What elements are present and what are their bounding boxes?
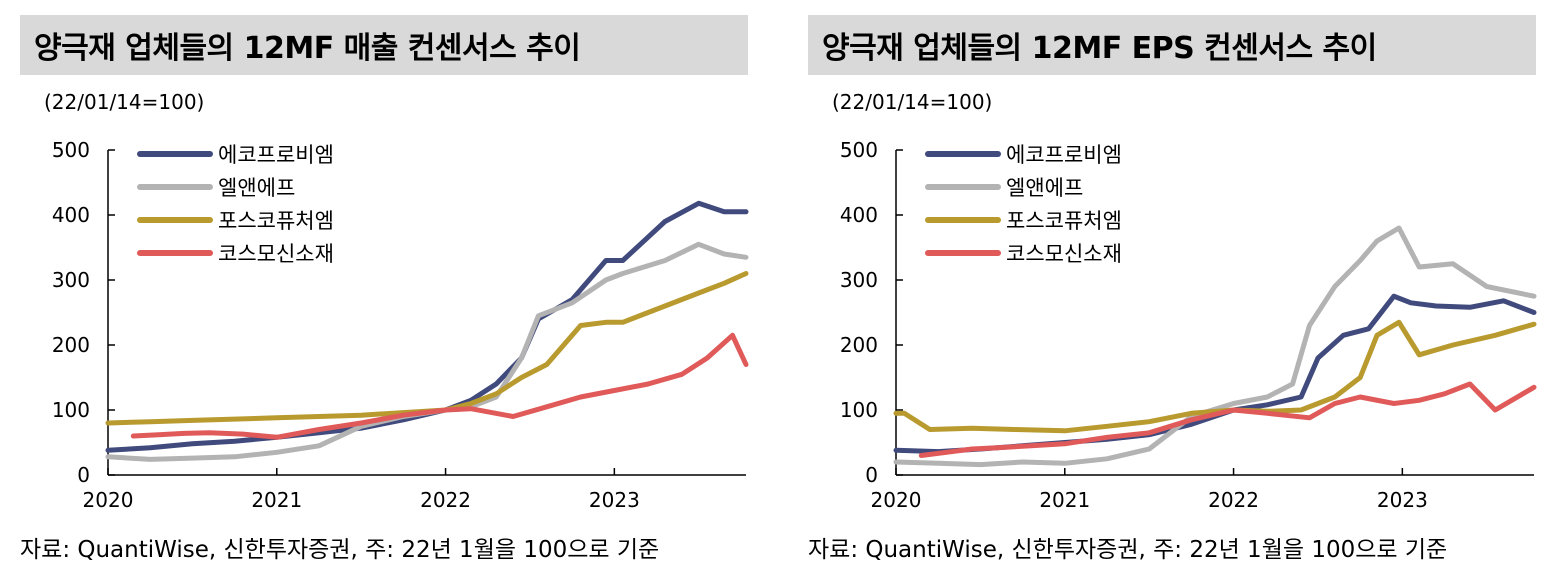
- unit-label: (22/01/14=100): [44, 90, 205, 114]
- y-tick-label: 100: [840, 398, 878, 422]
- legend-label-ln: 엘앤에프: [218, 176, 295, 200]
- legend-label-ln: 엘앤에프: [1006, 176, 1083, 200]
- y-tick-label: 0: [77, 463, 90, 487]
- source-note: 자료: QuantiWise, 신한투자증권, 주: 22년 1월을 100으로…: [20, 537, 660, 563]
- chart-title: 양극재 업체들의 12MF 매출 컨센서스 추이: [34, 31, 581, 66]
- y-tick-label: 300: [840, 268, 878, 292]
- x-tick-label: 2022: [1208, 488, 1259, 512]
- line-chart-sales: 0 100 200 300 400 500 2020 2021 2022 2023 에코프로비엠엘앤…: [52, 138, 749, 512]
- legend-label-cosmo: 코스모신소재: [218, 242, 334, 266]
- x-tick-label: 2021: [1039, 488, 1090, 512]
- series-line-cosmo: [130, 332, 749, 440]
- y-tick-label: 200: [840, 333, 878, 357]
- series-line-cosmo: [918, 381, 1537, 458]
- chart-panel-sales: 양극재 업체들의 12MF 매출 컨센서스 추이 (22/01/14=100) …: [20, 0, 750, 576]
- x-tick-label: 2020: [83, 488, 134, 512]
- legend-label-ecopro: 에코프로비엠: [1006, 143, 1122, 167]
- y-tick-label: 0: [865, 463, 878, 487]
- source-note: 자료: QuantiWise, 신한투자증권, 주: 22년 1월을 100으로…: [808, 537, 1448, 563]
- x-tick-label: 2023: [1377, 488, 1428, 512]
- x-tick-label: 2020: [871, 488, 922, 512]
- legend-label-cosmo: 코스모신소재: [1006, 242, 1122, 266]
- x-tick-label: 2022: [420, 488, 471, 512]
- title-bar: 양극재 업체들의 12MF EPS 컨센서스 추이: [808, 15, 1536, 75]
- y-tick-label: 500: [840, 138, 878, 162]
- chart-panel-eps: 양극재 업체들의 12MF EPS 컨센서스 추이 (22/01/14=100)…: [808, 0, 1538, 576]
- unit-label: (22/01/14=100): [832, 90, 993, 114]
- series-line-ln: [105, 241, 749, 462]
- legend-label-posco: 포스코퓨처엠: [1006, 209, 1122, 233]
- x-tick-label: 2023: [589, 488, 640, 512]
- y-tick-label: 500: [52, 138, 90, 162]
- series-line-ecopro: [105, 200, 749, 453]
- y-tick-label: 400: [840, 203, 878, 227]
- y-tick-label: 300: [52, 268, 90, 292]
- series-line-ln: [893, 225, 1537, 468]
- y-tick-label: 200: [52, 333, 90, 357]
- legend-label-ecopro: 에코프로비엠: [218, 143, 334, 167]
- x-tick-label: 2021: [251, 488, 302, 512]
- y-tick-label: 400: [52, 203, 90, 227]
- chart-title: 양극재 업체들의 12MF EPS 컨센서스 추이: [822, 31, 1377, 66]
- series-line-posco: [105, 271, 749, 426]
- title-bar: 양극재 업체들의 12MF 매출 컨센서스 추이: [20, 15, 748, 75]
- line-chart-eps: 0 100 200 300 400 500 2020 2021 2022 2023 에코프로비엠엘앤…: [840, 138, 1537, 512]
- legend-label-posco: 포스코퓨처엠: [218, 209, 334, 233]
- y-tick-label: 100: [52, 398, 90, 422]
